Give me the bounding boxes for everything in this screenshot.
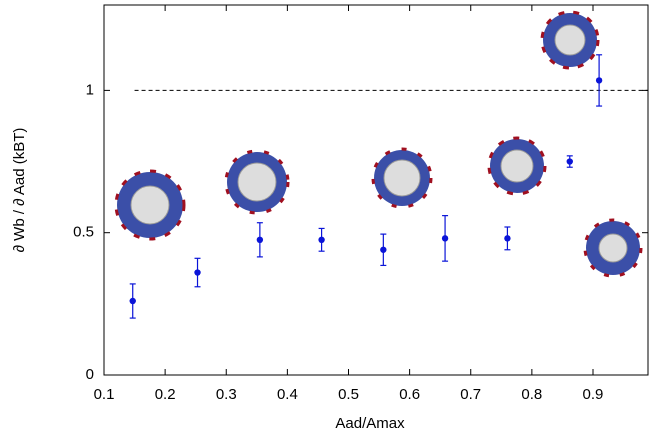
y-tick-label: 1 xyxy=(86,81,94,98)
x-tick-label: 0.4 xyxy=(277,386,298,403)
x-axis-label: Aad/Amax xyxy=(335,415,405,432)
y-tick-label: 0.5 xyxy=(73,224,94,241)
x-tick-label: 0.1 xyxy=(94,386,115,403)
data-point xyxy=(504,235,511,242)
particle-snapshots xyxy=(114,10,643,278)
data-point xyxy=(441,235,449,242)
data-point xyxy=(595,77,603,84)
data-point xyxy=(566,158,573,165)
data-point xyxy=(256,236,264,244)
x-tick-label: 0.7 xyxy=(460,386,481,403)
y-tick-label: 0 xyxy=(86,366,94,383)
data-point xyxy=(380,246,387,253)
x-tick-label: 0.9 xyxy=(583,386,604,403)
x-tick-label: 0.5 xyxy=(338,386,359,403)
data-point xyxy=(129,297,136,305)
data-point xyxy=(318,236,325,244)
data-point xyxy=(194,269,201,276)
plot-frame xyxy=(103,4,649,376)
x-tick-label: 0.3 xyxy=(216,386,237,403)
x-tick-label: 0.6 xyxy=(399,386,420,403)
x-tick-label: 0.2 xyxy=(155,386,176,403)
x-tick-label: 0.8 xyxy=(521,386,542,403)
y-axis-label: ∂ Wb / ∂ Aad (kBT) xyxy=(11,128,28,253)
